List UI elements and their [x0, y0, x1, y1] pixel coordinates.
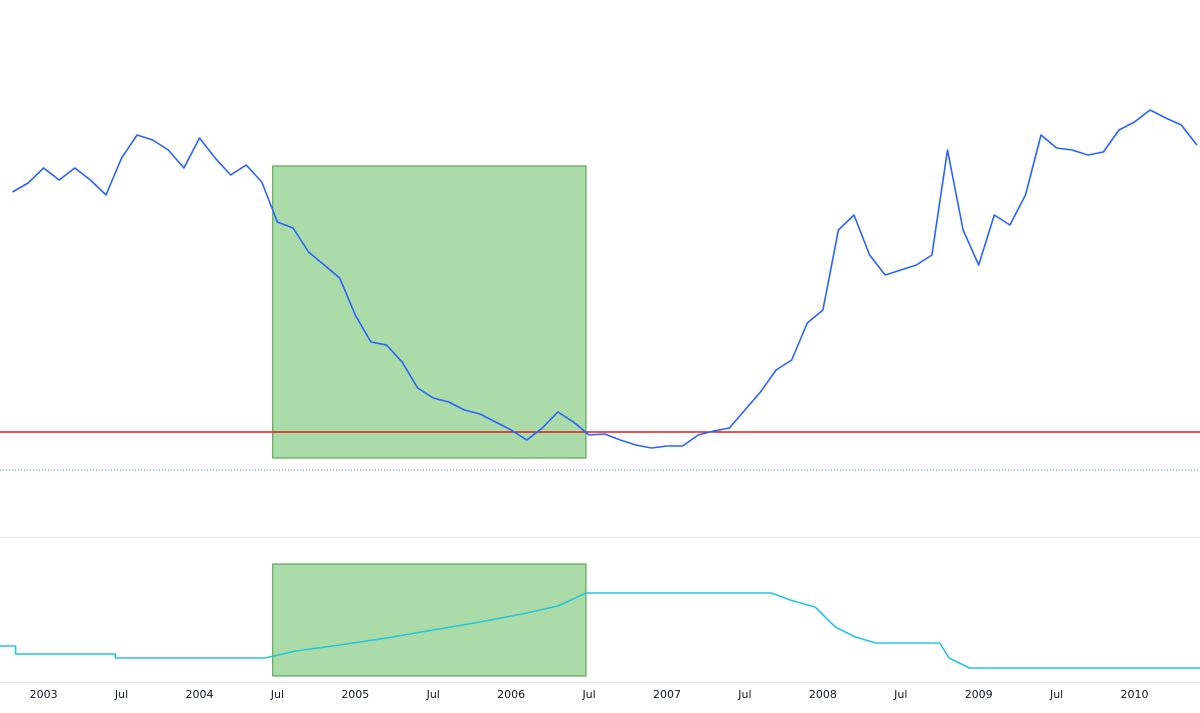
x-tick-label: 2006 — [497, 688, 525, 701]
x-tick-label: Jul — [737, 688, 751, 701]
x-tick-label: 2009 — [965, 688, 993, 701]
price-line — [0, 592, 1200, 669]
x-tick-label: Jul — [1049, 688, 1063, 701]
x-tick-label: 2010 — [1121, 688, 1149, 701]
x-tick-label: 2005 — [341, 688, 369, 701]
highlight-box — [272, 165, 587, 459]
x-tick-label: 2008 — [809, 688, 837, 701]
x-tick-label: 2007 — [653, 688, 681, 701]
x-tick-label: Jul — [893, 688, 907, 701]
highlight-box — [272, 563, 587, 677]
x-tick-label: 2004 — [185, 688, 213, 701]
x-tick-label: Jul — [581, 688, 595, 701]
x-tick-label: Jul — [114, 688, 128, 701]
x-tick-label: Jul — [426, 688, 440, 701]
x-tick-label: 2003 — [30, 688, 58, 701]
x-tick-label: Jul — [270, 688, 284, 701]
price-line — [12, 109, 1198, 449]
